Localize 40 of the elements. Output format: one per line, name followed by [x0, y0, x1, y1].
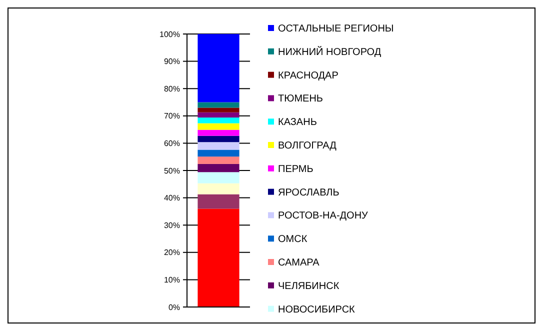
- y-tick-label: 40%: [164, 194, 180, 203]
- legend-label: ТЮМЕНЬ: [278, 94, 324, 105]
- y-tick-label: 10%: [164, 276, 180, 284]
- y-tick-label: 50%: [164, 166, 180, 176]
- y-tick-label: 20%: [164, 248, 180, 258]
- legend-label: ОСТАЛЬНЫЕ РЕГИОНЫ: [278, 24, 394, 34]
- bar: [198, 118, 240, 124]
- legend-label: ПЕРМЬ: [278, 164, 314, 175]
- legend-label: САМАРА: [278, 258, 320, 268]
- legend-label: РОСТОВ-НА-ДОНУ: [278, 210, 369, 222]
- bar: [198, 108, 240, 112]
- bar: [198, 183, 240, 194]
- y-tick-label: 0%: [168, 302, 180, 312]
- y-tick-label: 90%: [164, 57, 180, 66]
- bar: [198, 142, 240, 150]
- legend-label: ЯРОСЛАВЛЬ: [278, 187, 340, 198]
- bar: [198, 156, 240, 164]
- y-tick-label: 100%: [160, 30, 180, 39]
- y-tick-label: 60%: [164, 139, 180, 148]
- bar: [198, 34, 240, 102]
- legend-label: НОВОСИБИРСК: [278, 304, 356, 316]
- legend-label: ОМСК: [278, 234, 308, 246]
- y-tick-label: 30%: [164, 220, 180, 230]
- bar: [198, 102, 240, 108]
- y-tick-label: 80%: [164, 84, 180, 94]
- y-tick-label: 70%: [164, 112, 180, 121]
- legend-label: КРАСНОДАР: [278, 70, 339, 82]
- legend-label: НИЖНИЙ НОВГОРОД: [278, 44, 382, 58]
- bar: [198, 208, 240, 307]
- bar: [198, 194, 240, 209]
- legend-label: ВОЛГОГРАД: [278, 140, 337, 152]
- legend-label: ЧЕЛЯБИНСК: [278, 280, 340, 292]
- bar: [198, 136, 240, 142]
- bar: [198, 112, 240, 118]
- legend-label: КАЗАНЬ: [278, 117, 318, 128]
- bar: [198, 123, 240, 130]
- bar: [198, 150, 240, 157]
- bar: [198, 172, 240, 184]
- bar: [198, 164, 240, 172]
- bar: [198, 130, 240, 136]
